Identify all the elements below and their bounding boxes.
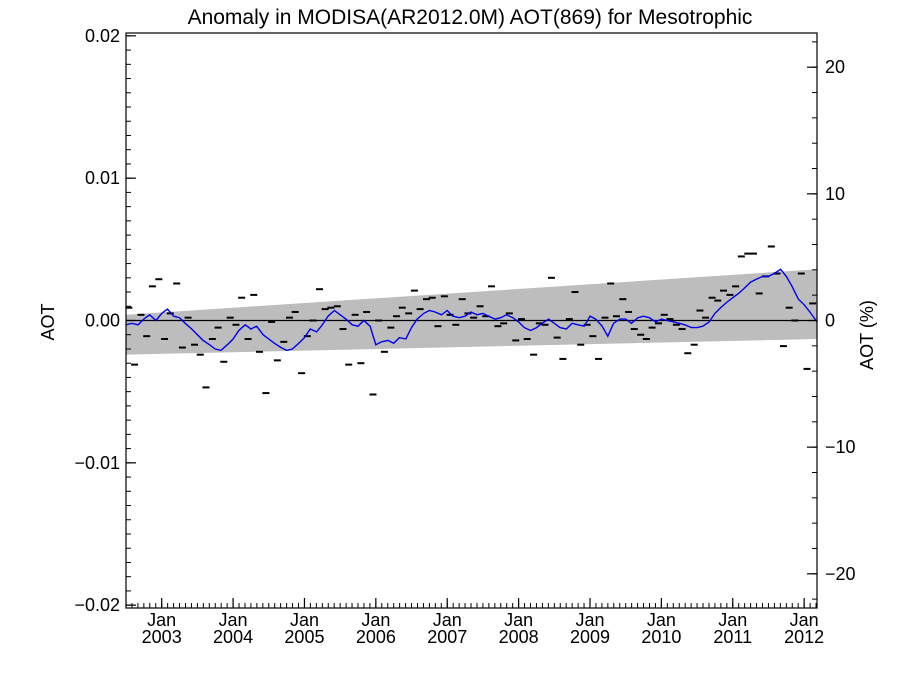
x-tick-label-year: 2012 — [784, 627, 824, 647]
y-tick-label-right: −10 — [825, 437, 856, 457]
y-tick-label-left: 0.02 — [85, 26, 120, 46]
y-axis-title-left: AOT — [38, 303, 58, 340]
y-tick-label-right: 0 — [825, 311, 835, 331]
x-tick-label-year: 2011 — [713, 627, 752, 647]
y-tick-label-right: 10 — [825, 184, 845, 204]
x-tick-label-year: 2007 — [427, 627, 467, 647]
x-tick-label-month: Jan — [361, 610, 390, 630]
y-axis-title-right: AOT (%) — [857, 300, 877, 370]
plot-area: 0.020.010.00−0.01−0.0220100−10−20Jan2003… — [74, 26, 855, 647]
x-tick-label-month: Jan — [504, 610, 533, 630]
y-tick-label-right: −20 — [825, 564, 856, 584]
x-tick-label-month: Jan — [147, 610, 176, 630]
x-tick-label-year: 2008 — [499, 627, 539, 647]
x-tick-label-month: Jan — [219, 610, 248, 630]
y-tick-label-left: −0.02 — [74, 595, 120, 615]
y-tick-label-left: −0.01 — [74, 453, 120, 473]
y-tick-label-left: 0.01 — [85, 168, 120, 188]
x-tick-label-month: Jan — [718, 610, 747, 630]
x-tick-label-year: 2004 — [213, 627, 253, 647]
x-tick-label-year: 2010 — [641, 627, 681, 647]
x-tick-label-month: Jan — [790, 610, 819, 630]
y-tick-label-left: 0.00 — [85, 311, 120, 331]
x-tick-label-year: 2009 — [570, 627, 610, 647]
chart-title: Anomaly in MODISA(AR2012.0M) AOT(869) fo… — [188, 6, 753, 29]
x-tick-label-month: Jan — [575, 610, 604, 630]
x-tick-label-month: Jan — [433, 610, 462, 630]
x-tick-label-month: Jan — [647, 610, 676, 630]
series-line — [125, 268, 818, 352]
x-tick-label-month: Jan — [290, 610, 319, 630]
x-tick-label-year: 2003 — [142, 627, 182, 647]
y-tick-label-right: 20 — [825, 57, 845, 77]
x-tick-label-year: 2005 — [284, 627, 324, 647]
x-tick-label-year: 2006 — [356, 627, 396, 647]
